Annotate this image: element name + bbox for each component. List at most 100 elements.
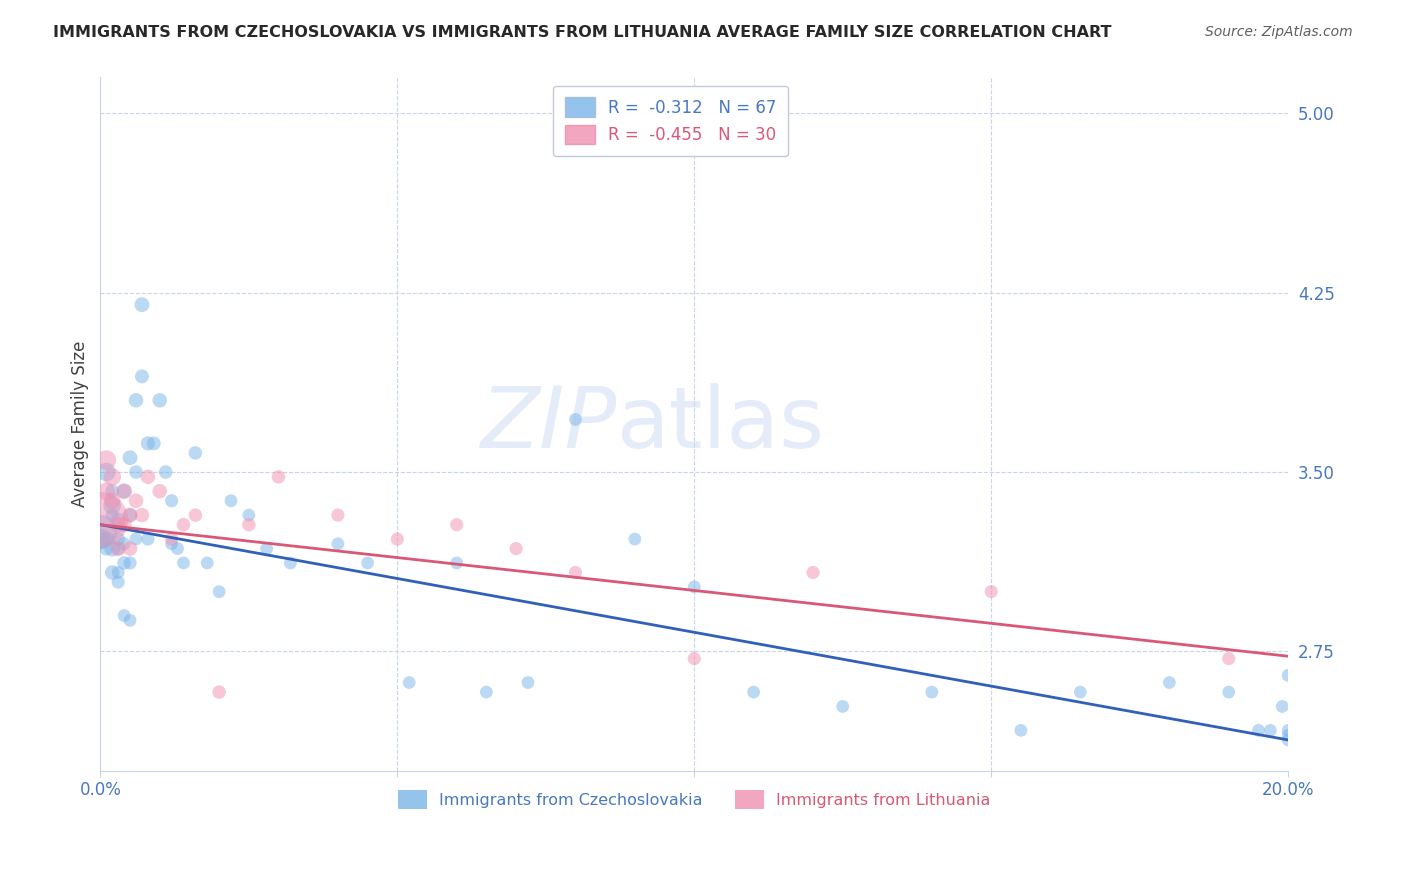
Point bbox=[107, 517, 129, 532]
Point bbox=[101, 493, 124, 508]
Point bbox=[96, 484, 118, 499]
Point bbox=[136, 470, 159, 484]
Text: ZIP: ZIP bbox=[481, 383, 617, 466]
Point bbox=[166, 541, 188, 556]
Point bbox=[101, 470, 124, 484]
Point bbox=[112, 484, 135, 499]
Point bbox=[118, 450, 141, 465]
Point bbox=[118, 541, 141, 556]
Point bbox=[155, 465, 177, 479]
Point bbox=[256, 541, 278, 556]
Point bbox=[173, 517, 195, 532]
Point bbox=[118, 613, 141, 627]
Point bbox=[517, 675, 540, 690]
Point bbox=[149, 393, 172, 408]
Point bbox=[160, 537, 183, 551]
Point bbox=[683, 580, 706, 594]
Point bbox=[112, 484, 135, 499]
Point bbox=[131, 508, 153, 522]
Point bbox=[125, 465, 148, 479]
Point bbox=[742, 685, 765, 699]
Text: IMMIGRANTS FROM CZECHOSLOVAKIA VS IMMIGRANTS FROM LITHUANIA AVERAGE FAMILY SIZE : IMMIGRANTS FROM CZECHOSLOVAKIA VS IMMIGR… bbox=[53, 25, 1112, 40]
Point bbox=[398, 675, 420, 690]
Point bbox=[208, 685, 231, 699]
Point bbox=[624, 532, 647, 546]
Point bbox=[101, 541, 124, 556]
Point bbox=[1069, 685, 1091, 699]
Point bbox=[801, 566, 824, 580]
Point bbox=[475, 685, 498, 699]
Point bbox=[831, 699, 853, 714]
Point bbox=[101, 508, 124, 522]
Point bbox=[107, 541, 129, 556]
Point bbox=[112, 556, 135, 570]
Point bbox=[125, 393, 148, 408]
Point bbox=[96, 541, 118, 556]
Point bbox=[326, 508, 349, 522]
Point bbox=[1277, 733, 1299, 747]
Point bbox=[96, 532, 118, 546]
Point bbox=[267, 470, 290, 484]
Point bbox=[107, 575, 129, 590]
Point bbox=[1277, 728, 1299, 742]
Point bbox=[107, 532, 129, 546]
Point bbox=[160, 532, 183, 546]
Point bbox=[101, 484, 124, 499]
Point bbox=[89, 513, 111, 527]
Point bbox=[208, 584, 231, 599]
Point bbox=[118, 556, 141, 570]
Point bbox=[118, 508, 141, 522]
Point bbox=[356, 556, 378, 570]
Point bbox=[1277, 668, 1299, 682]
Point bbox=[136, 532, 159, 546]
Point bbox=[101, 499, 124, 513]
Point bbox=[107, 566, 129, 580]
Point bbox=[131, 298, 153, 312]
Point bbox=[89, 532, 111, 546]
Point bbox=[446, 517, 468, 532]
Point bbox=[1218, 651, 1240, 665]
Point bbox=[1010, 723, 1032, 738]
Point bbox=[173, 556, 195, 570]
Point bbox=[1260, 723, 1282, 738]
Legend: Immigrants from Czechoslovakia, Immigrants from Lithuania: Immigrants from Czechoslovakia, Immigran… bbox=[391, 784, 997, 815]
Point bbox=[238, 508, 260, 522]
Point bbox=[125, 532, 148, 546]
Point bbox=[184, 446, 207, 460]
Y-axis label: Average Family Size: Average Family Size bbox=[72, 341, 89, 508]
Point bbox=[107, 541, 129, 556]
Point bbox=[1277, 723, 1299, 738]
Point bbox=[505, 541, 527, 556]
Point bbox=[107, 513, 129, 527]
Point bbox=[112, 537, 135, 551]
Point bbox=[112, 608, 135, 623]
Point bbox=[1218, 685, 1240, 699]
Point bbox=[280, 556, 302, 570]
Point bbox=[219, 493, 242, 508]
Point bbox=[136, 436, 159, 450]
Point bbox=[118, 508, 141, 522]
Point bbox=[142, 436, 165, 450]
Point bbox=[980, 584, 1002, 599]
Point bbox=[1159, 675, 1181, 690]
Point bbox=[238, 517, 260, 532]
Point bbox=[683, 651, 706, 665]
Point bbox=[160, 493, 183, 508]
Point bbox=[131, 369, 153, 384]
Point bbox=[89, 524, 111, 539]
Point bbox=[149, 484, 172, 499]
Point bbox=[184, 508, 207, 522]
Point bbox=[125, 493, 148, 508]
Point bbox=[1247, 723, 1270, 738]
Point bbox=[387, 532, 409, 546]
Point bbox=[195, 556, 218, 570]
Point bbox=[326, 537, 349, 551]
Point bbox=[564, 412, 586, 426]
Point bbox=[96, 465, 118, 479]
Point bbox=[101, 566, 124, 580]
Point bbox=[446, 556, 468, 570]
Point bbox=[96, 453, 118, 467]
Point bbox=[1271, 699, 1294, 714]
Point bbox=[564, 566, 586, 580]
Text: Source: ZipAtlas.com: Source: ZipAtlas.com bbox=[1205, 25, 1353, 39]
